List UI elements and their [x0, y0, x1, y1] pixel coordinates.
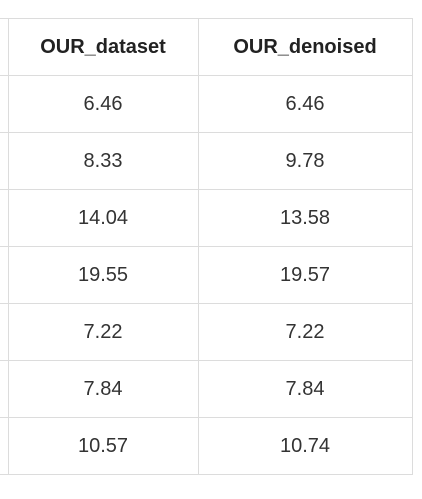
- table-row: 7.22 7.22: [0, 303, 413, 361]
- results-table: OUR_dataset OUR_denoised 6.46 6.46 8.33 …: [0, 18, 413, 475]
- table-cell-our-dataset: 7.84: [7, 360, 199, 418]
- table-cell-hidden: [0, 303, 9, 361]
- table-cell-our-denoised: 7.84: [197, 360, 413, 418]
- table-cell-our-denoised: 6.46: [197, 75, 413, 133]
- table-cell-our-dataset: 8.33: [7, 132, 199, 190]
- table-cell-our-dataset: 19.55: [7, 246, 199, 304]
- table-cell-hidden: [0, 417, 9, 475]
- table-cell-hidden: [0, 189, 9, 247]
- table-row: 8.33 9.78: [0, 132, 413, 190]
- table-cell-our-dataset: 10.57: [7, 417, 199, 475]
- table-row: 14.04 13.58: [0, 189, 413, 247]
- results-table-container: OUR_dataset OUR_denoised 6.46 6.46 8.33 …: [0, 18, 413, 475]
- table-header-row: OUR_dataset OUR_denoised: [0, 18, 413, 76]
- column-header-our-dataset: OUR_dataset: [7, 18, 199, 76]
- table-cell-hidden: [0, 132, 9, 190]
- table-cell-hidden: [0, 246, 9, 304]
- table-cell-our-dataset: 7.22: [7, 303, 199, 361]
- table-cell-our-denoised: 13.58: [197, 189, 413, 247]
- table-row: 7.84 7.84: [0, 360, 413, 418]
- table-cell-hidden: [0, 360, 9, 418]
- table-cell-our-denoised: 7.22: [197, 303, 413, 361]
- table-row: 19.55 19.57: [0, 246, 413, 304]
- table-cell-our-denoised: 9.78: [197, 132, 413, 190]
- column-header-hidden: [0, 18, 9, 76]
- table-cell-hidden: [0, 75, 9, 133]
- table-cell-our-dataset: 14.04: [7, 189, 199, 247]
- column-header-our-denoised: OUR_denoised: [197, 18, 413, 76]
- table-row: 6.46 6.46: [0, 75, 413, 133]
- table-row: 10.57 10.74: [0, 417, 413, 475]
- table-cell-our-dataset: 6.46: [7, 75, 199, 133]
- table-cell-our-denoised: 10.74: [197, 417, 413, 475]
- table-cell-our-denoised: 19.57: [197, 246, 413, 304]
